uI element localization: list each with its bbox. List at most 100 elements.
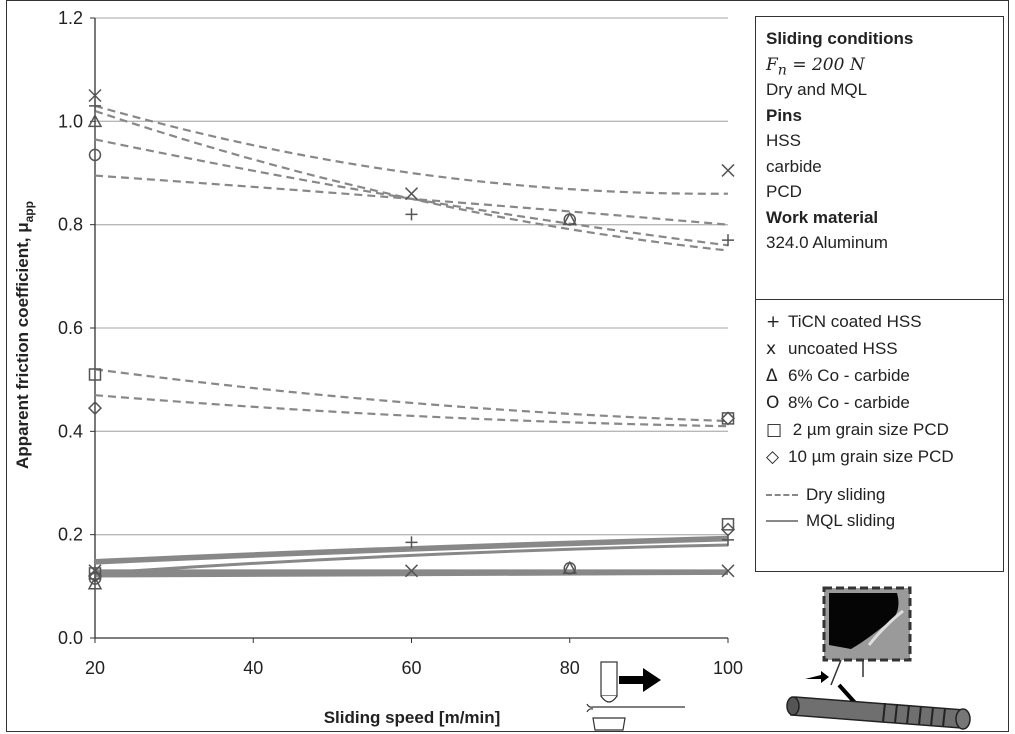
conditions-heading: Sliding conditions	[766, 29, 914, 48]
legend-label: MQL sliding	[806, 511, 896, 530]
pin-carbide: carbide	[766, 156, 822, 176]
diamond-marker-icon: ◇	[766, 446, 780, 467]
dashed-line-icon	[766, 494, 798, 496]
circle-marker	[563, 562, 576, 575]
pin-tip	[600, 695, 618, 703]
workpiece-surface	[586, 703, 685, 713]
legend-label: uncoated HSS	[788, 338, 898, 358]
triangle-marker-icon: Δ	[766, 365, 778, 386]
legend-item-8co-carbide: O 8% Co - carbide	[766, 389, 1003, 416]
force-value: = 200 N	[786, 54, 865, 75]
work-material-heading: Work material	[766, 207, 879, 227]
pins-heading: Pins	[766, 105, 802, 125]
wear-track	[867, 609, 904, 646]
pin-hss: HSS	[766, 131, 801, 150]
circle-marker	[88, 148, 102, 162]
legend-item-10um-pcd: ◇ 10 µm grain size PCD	[766, 443, 1003, 470]
x-tick-label: 80	[560, 658, 580, 678]
square-marker	[88, 368, 102, 381]
axes	[90, 17, 729, 643]
legend-item-mql: MQL sliding	[766, 508, 1003, 534]
dry-series-line	[94, 368, 729, 423]
y-tick-label: 1.2	[58, 8, 83, 28]
square-marker	[721, 412, 735, 425]
plus-marker	[89, 99, 101, 112]
dry-series-line	[94, 174, 729, 226]
sliding-direction-arrow-icon	[619, 668, 661, 692]
workpiece-base	[592, 717, 626, 731]
cross-marker	[721, 163, 735, 177]
pin-pcd: PCD	[766, 182, 802, 201]
legend-item-2um-pcd: □ 2 µm grain size PCD	[766, 416, 1003, 443]
callout-arrow-icon	[805, 671, 829, 683]
diamond-marker	[720, 411, 736, 426]
y-axis-title: Apparent friction coefficient, μapp	[13, 201, 36, 469]
legend-item-6co-carbide: Δ 6% Co - carbide	[766, 362, 1003, 389]
cross-marker	[721, 564, 735, 578]
work-material: 324.0 Aluminum	[766, 233, 888, 252]
y-tick-label: 0.0	[58, 628, 83, 648]
series-lines	[94, 104, 729, 578]
x-axis-title: Sliding speed [m/min]	[324, 708, 501, 727]
force-symbol: F	[766, 54, 778, 75]
legend-label: TiCN coated HSS	[788, 311, 922, 331]
legend-label: 8% Co - carbide	[788, 392, 910, 412]
cross-marker	[404, 187, 419, 201]
x-tick-label: 60	[401, 658, 421, 678]
inset-callout-lines	[830, 659, 864, 686]
cross-marker-icon: x	[766, 338, 777, 359]
marker-legend: + TiCN coated HSS x uncoated HSS Δ 6% Co…	[756, 300, 1003, 534]
pin-contact-area	[829, 593, 899, 649]
legend-label: 2 µm grain size PCD	[788, 419, 949, 439]
diamond-marker	[87, 401, 103, 416]
solid-line-icon	[766, 520, 798, 522]
force-subscript: n	[777, 61, 787, 78]
legend-box: Sliding conditions Fn = 200 N Dry and MQ…	[755, 16, 1004, 572]
plus-marker	[405, 536, 418, 549]
y-axis-title-subscript: app	[22, 201, 36, 222]
plus-marker-icon: +	[766, 311, 781, 332]
y-tick-label: 1.0	[58, 111, 83, 131]
dry-series-line	[94, 138, 729, 247]
mql-series-line	[94, 543, 729, 575]
legend-item-dry: Dry sliding	[766, 482, 1003, 508]
triangle-marker	[87, 113, 103, 128]
x-tick-label: 100	[713, 658, 743, 678]
pin-body	[600, 661, 618, 697]
y-tick-label: 0.2	[58, 525, 83, 545]
y-tick-label: 0.6	[58, 318, 83, 338]
grid-lines	[95, 17, 728, 536]
conditions-panel: Sliding conditions Fn = 200 N Dry and MQ…	[756, 17, 1003, 300]
y-axis-title-main: Apparent friction coefficient, μ	[13, 222, 32, 469]
legend-item-ticn-hss: + TiCN coated HSS	[766, 308, 1003, 335]
plus-marker	[722, 234, 734, 247]
legend-item-uncoated-hss: x uncoated HSS	[766, 335, 1003, 362]
plus-marker	[405, 208, 418, 221]
threaded-shaft	[786, 696, 971, 730]
series-markers	[87, 88, 736, 590]
y-tick-label: 0.8	[58, 215, 83, 235]
cross-marker	[404, 564, 419, 578]
normal-force: Fn = 200 N	[766, 52, 1003, 78]
y-tick-label: 0.4	[58, 421, 83, 441]
legend-label: 10 µm grain size PCD	[788, 446, 954, 466]
circle-marker-icon: O	[766, 392, 780, 413]
square-marker-icon: □	[766, 419, 783, 440]
dry-series-line	[94, 394, 729, 428]
lubrication-conditions: Dry and MQL	[766, 80, 868, 99]
circle-marker	[88, 572, 102, 585]
tick-labels: 0.0 0.2 0.4 0.6 0.8 1.0 1.2 20 40 60 80 100	[58, 8, 743, 678]
x-tick-label: 40	[243, 658, 263, 678]
legend-label: Dry sliding	[806, 485, 886, 504]
legend-label: 6% Co - carbide	[788, 365, 910, 385]
worn-pin-inset-image	[786, 586, 971, 730]
figure-frame	[6, 0, 1009, 732]
cross-marker	[88, 88, 102, 103]
mql-series-line	[94, 538, 729, 565]
dry-series-line	[94, 104, 729, 195]
circle-marker	[563, 213, 576, 226]
x-tick-label: 20	[85, 658, 105, 678]
sliding-pin-sketch	[586, 661, 685, 731]
mql-series-line	[94, 571, 729, 578]
